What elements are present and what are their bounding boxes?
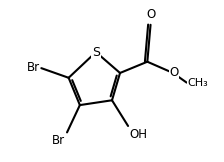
Text: OH: OH <box>130 128 148 141</box>
Text: CH₃: CH₃ <box>187 78 208 88</box>
Text: O: O <box>169 66 179 79</box>
Text: Br: Br <box>27 61 40 74</box>
Text: Br: Br <box>52 134 65 147</box>
Text: O: O <box>146 8 155 21</box>
Text: S: S <box>92 46 100 59</box>
